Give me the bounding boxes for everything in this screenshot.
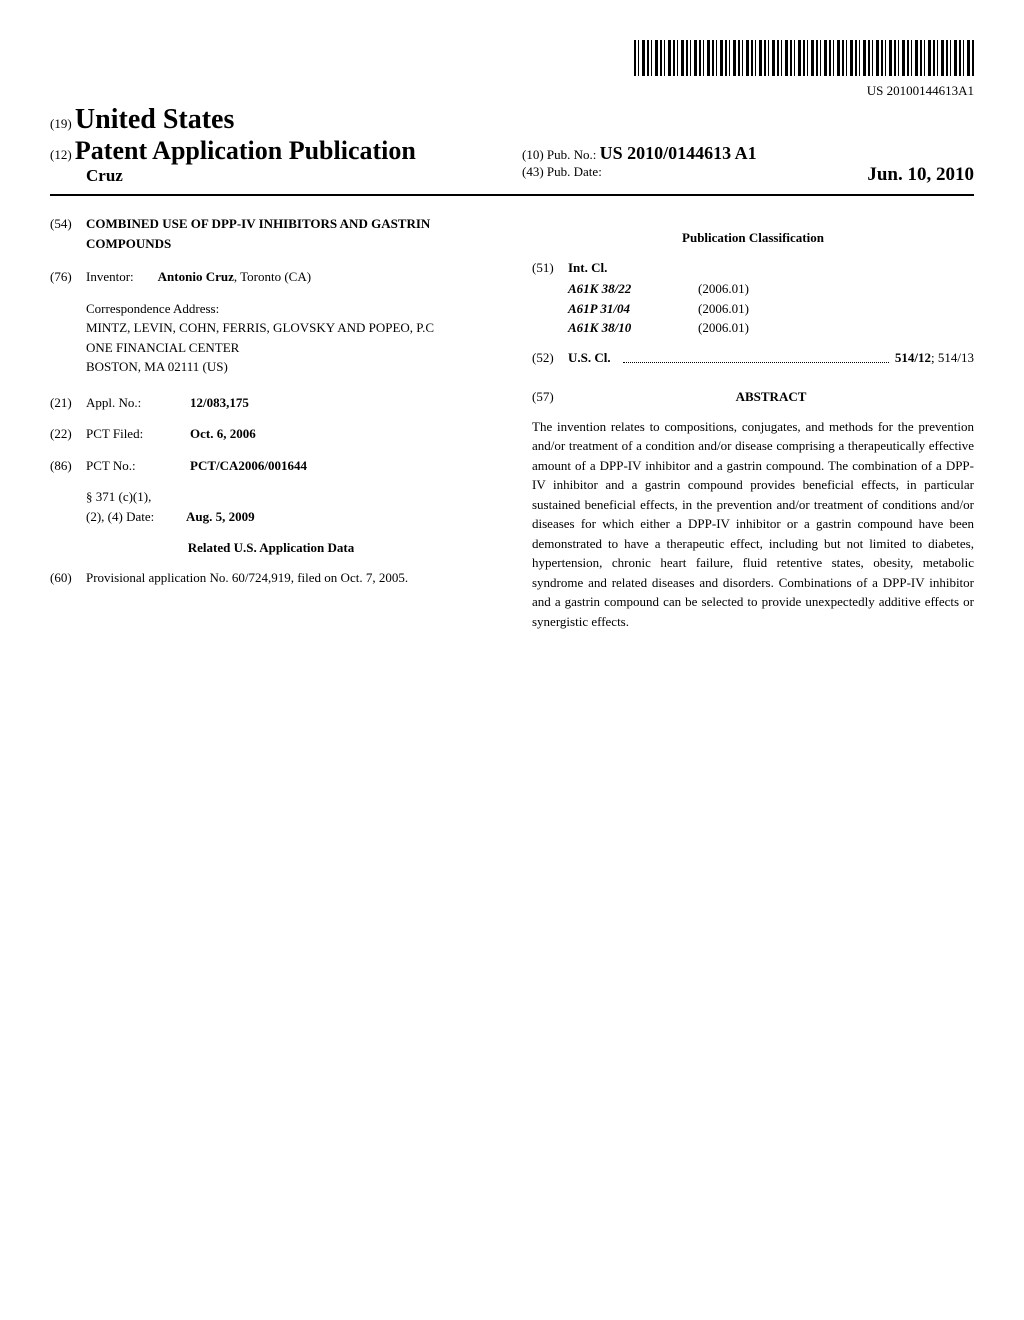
provisional-row: (60) Provisional application No. 60/724,… [50,568,492,588]
us-cl-label: U.S. Cl. [568,348,611,368]
section-371-date: Aug. 5, 2009 [186,507,255,527]
pct-no-label: PCT No.: [86,456,166,476]
country: United States [75,104,234,135]
section-371-date-label: (2), (4) Date: [86,507,186,527]
barcode-section: US 20100144613A1 [50,40,974,99]
int-cl-code-0: A61K 38/22 [568,279,698,299]
correspondence-block: Correspondence Address: MINTZ, LEVIN, CO… [86,299,492,377]
int-cl-label: Int. Cl. [568,258,607,278]
int-cl-row: (51) Int. Cl. [532,258,974,278]
correspondence-line-1: ONE FINANCIAL CENTER [86,338,492,358]
inventor-loc: , Toronto (CA) [234,269,311,284]
correspondence-line-2: BOSTON, MA 02111 (US) [86,357,492,377]
inventor-code: (76) [50,267,86,287]
correspondence-line-0: MINTZ, LEVIN, COHN, FERRIS, GLOVSKY AND … [86,318,492,338]
main-content: (54) COMBINED USE OF DPP-IV INHIBITORS A… [50,214,974,631]
int-cl-entry-0: A61K 38/22 (2006.01) [568,279,974,299]
pct-no: PCT/CA2006/001644 [190,456,307,476]
related-heading: Related U.S. Application Data [50,538,492,558]
us-cl-dots [623,348,889,364]
country-line: (19) United States [50,104,502,136]
pct-filed-code: (22) [50,424,86,444]
us-cl-code: (52) [532,348,568,368]
pub-no-line: (10) Pub. No.: US 2010/0144613 A1 [522,143,974,164]
section-371-block: § 371 (c)(1), (2), (4) Date: Aug. 5, 200… [86,487,492,526]
abstract-text: The invention relates to compositions, c… [532,417,974,632]
pub-type: Patent Application Publication [75,136,416,165]
barcode-image [634,40,974,76]
appl-no-row: (21) Appl. No.: 12/083,175 [50,393,492,413]
code-10: (10) [522,147,544,162]
int-cl-entry-2: A61K 38/10 (2006.01) [568,318,974,338]
pub-date-label: Pub. Date: [547,164,602,179]
header-section: (19) United States (12) Patent Applicati… [50,103,974,186]
int-cl-ver-2: (2006.01) [698,318,749,338]
right-column: Publication Classification (51) Int. Cl.… [532,214,974,631]
int-cl-code-1: A61P 31/04 [568,299,698,319]
abstract-heading: ABSTRACT [568,387,974,407]
author-line: Cruz [50,166,502,186]
int-cl-code-2: A61K 38/10 [568,318,698,338]
appl-no: 12/083,175 [190,393,249,413]
pub-date: Jun. 10, 2010 [867,164,974,186]
title: COMBINED USE OF DPP-IV INHIBITORS AND GA… [86,214,492,253]
us-cl-row: (52) U.S. Cl. 514/12; 514/13 [532,348,974,368]
pct-no-code: (86) [50,456,86,476]
inventor-label: Inventor: [86,267,134,287]
us-cl-secondary: ; 514/13 [931,350,974,365]
pct-filed-row: (22) PCT Filed: Oct. 6, 2006 [50,424,492,444]
int-cl-ver-0: (2006.01) [698,279,749,299]
pub-class-heading: Publication Classification [532,228,974,248]
pub-no-label: Pub. No.: [547,147,596,162]
title-code: (54) [50,214,86,253]
left-column: (54) COMBINED USE OF DPP-IV INHIBITORS A… [50,214,492,631]
pct-filed-label: PCT Filed: [86,424,166,444]
appl-code: (21) [50,393,86,413]
pct-no-row: (86) PCT No.: PCT/CA2006/001644 [50,456,492,476]
header-divider [50,194,974,196]
pub-no: US 2010/0144613 A1 [600,143,757,163]
pub-date-line: (43) Pub. Date: Jun. 10, 2010 [522,164,974,180]
title-block: (54) COMBINED USE OF DPP-IV INHIBITORS A… [50,214,492,253]
pub-type-line: (12) Patent Application Publication [50,136,502,166]
us-cl-values: 514/12; 514/13 [895,348,974,368]
us-cl-primary: 514/12 [895,350,931,365]
code-12: (12) [50,147,72,162]
inventor-row: (76) Inventor: Antonio Cruz, Toronto (CA… [50,267,492,287]
provisional-code: (60) [50,568,86,588]
provisional-text: Provisional application No. 60/724,919, … [86,568,408,588]
abstract-code: (57) [532,387,568,407]
correspondence-label: Correspondence Address: [86,299,492,319]
int-cl-entry-1: A61P 31/04 (2006.01) [568,299,974,319]
int-cl-code: (51) [532,258,568,278]
section-371-label: § 371 (c)(1), [86,487,492,507]
inventor-name: Antonio Cruz [158,269,234,284]
code-43: (43) [522,164,544,179]
abstract-header-row: (57) ABSTRACT [532,377,974,417]
pct-filed: Oct. 6, 2006 [190,424,256,444]
int-cl-table: A61K 38/22 (2006.01) A61P 31/04 (2006.01… [568,279,974,338]
code-19: (19) [50,116,72,131]
appl-label: Appl. No.: [86,393,166,413]
int-cl-ver-1: (2006.01) [698,299,749,319]
barcode-number: US 20100144613A1 [50,83,974,99]
